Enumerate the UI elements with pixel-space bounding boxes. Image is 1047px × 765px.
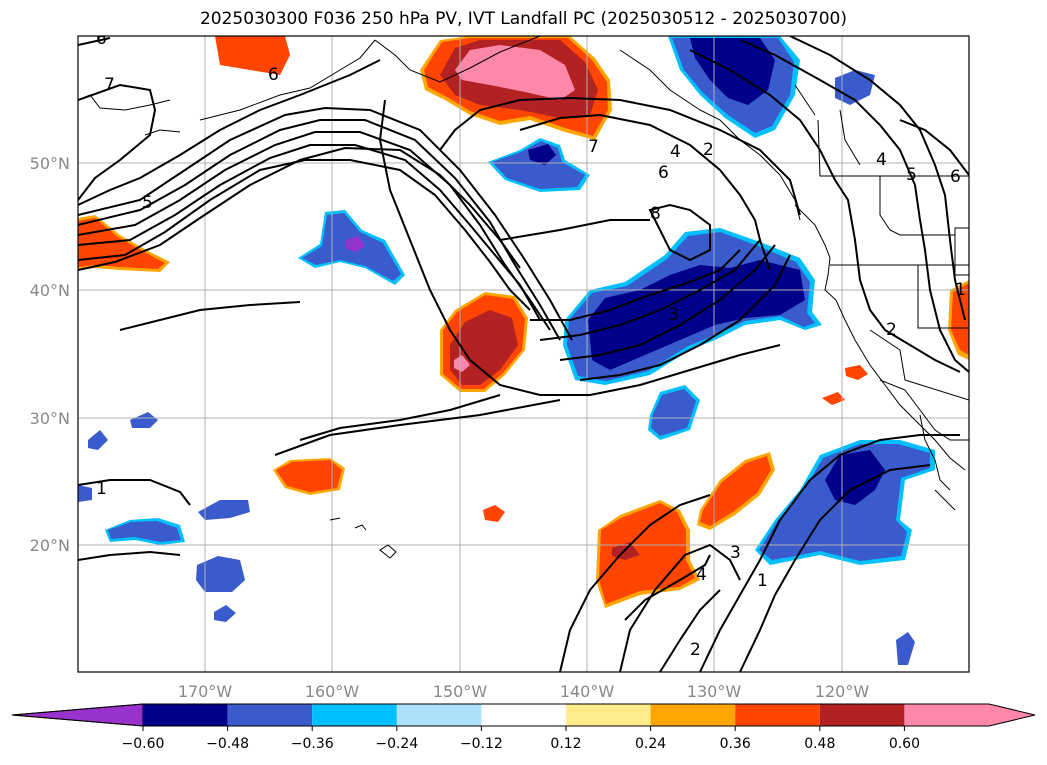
latitude-labels: 50°N 40°N 30°N 20°N (30, 154, 70, 555)
colorbar-extend-low (11, 703, 144, 727)
colorbar-ticks: −0.60 −0.48 −0.36 −0.24 −0.12 0.12 0.24 0.36 0.4… (122, 726, 920, 752)
longitude-labels: 170°W 160°W 150°W 140°W 130°W 120°W (178, 682, 870, 701)
contour-label: 2 (703, 140, 714, 160)
contour-label: 1 (96, 479, 107, 499)
contour-labels: 6 7 6 7 6 4 2 4 5 6 5 8 3 2 1 1 4 3 2 1 (96, 29, 966, 660)
longitude-label: 160°W (305, 682, 360, 701)
latitude-label: 50°N (30, 154, 70, 173)
colorbar-tick-label: 0.36 (720, 736, 751, 752)
contour-label: 5 (142, 193, 153, 213)
colorbar-tick-label: −0.48 (206, 736, 249, 752)
latitude-label: 40°N (30, 281, 70, 300)
latitude-label: 30°N (30, 409, 70, 428)
contour-label: 6 (268, 65, 279, 85)
contour-label: 6 (96, 29, 107, 49)
contour-label: 3 (730, 543, 741, 563)
contour-label: 4 (696, 565, 707, 585)
contour-label: 4 (670, 142, 681, 162)
colorbar-segments (11, 703, 1036, 727)
colorbar-tick-label: 0.12 (550, 736, 581, 752)
contour-label: 4 (876, 150, 887, 170)
contour-label: 3 (668, 305, 679, 325)
colorbar-segment (650, 704, 736, 726)
contour-label: 6 (950, 167, 961, 187)
longitude-label: 120°W (815, 682, 870, 701)
map-title: 2025030300 F036 250 hPa PV, IVT Landfall… (199, 9, 847, 29)
contour-label: 7 (588, 137, 599, 157)
colorbar-tick-label: 0.60 (889, 736, 920, 752)
contour-label: 1 (955, 280, 966, 300)
colorbar-segment (819, 704, 905, 726)
contour-label: 2 (886, 320, 897, 340)
pv-contours (78, 36, 969, 672)
longitude-label: 150°W (433, 682, 488, 701)
colorbar-segment (227, 704, 313, 726)
colorbar-segment (481, 704, 566, 726)
colorbar-segment (312, 704, 397, 726)
colorbar-tick-label: 0.48 (804, 736, 835, 752)
colorbar: −0.60 −0.48 −0.36 −0.24 −0.12 0.12 0.24 0.36 0.4… (11, 703, 1036, 752)
longitude-label: 140°W (560, 682, 615, 701)
longitude-label: 170°W (178, 682, 233, 701)
colorbar-segment (396, 704, 482, 726)
colorbar-tick-label: 0.24 (635, 736, 666, 752)
contour-label: 6 (658, 163, 669, 183)
colorbar-segment (143, 704, 228, 726)
contour-label: 5 (906, 165, 917, 185)
contour-label: 1 (757, 571, 768, 591)
plot-area: 6 7 6 7 6 4 2 4 5 6 5 8 3 2 1 1 4 3 2 1 (78, 29, 969, 672)
contour-label: 7 (104, 75, 115, 95)
colorbar-tick-label: −0.24 (375, 736, 418, 752)
plot-frame (77, 35, 970, 673)
contour-label: 8 (650, 204, 661, 224)
latitude-label: 20°N (30, 536, 70, 555)
colorbar-segment (735, 704, 820, 726)
contour-label: 2 (690, 640, 701, 660)
longitude-label: 130°W (687, 682, 742, 701)
colorbar-extend-high (904, 704, 1035, 726)
colorbar-tick-label: −0.12 (460, 736, 503, 752)
colorbar-tick-label: −0.60 (122, 736, 165, 752)
colorbar-segment (566, 704, 651, 726)
graticule (78, 36, 969, 672)
colorbar-tick-label: −0.36 (291, 736, 334, 752)
